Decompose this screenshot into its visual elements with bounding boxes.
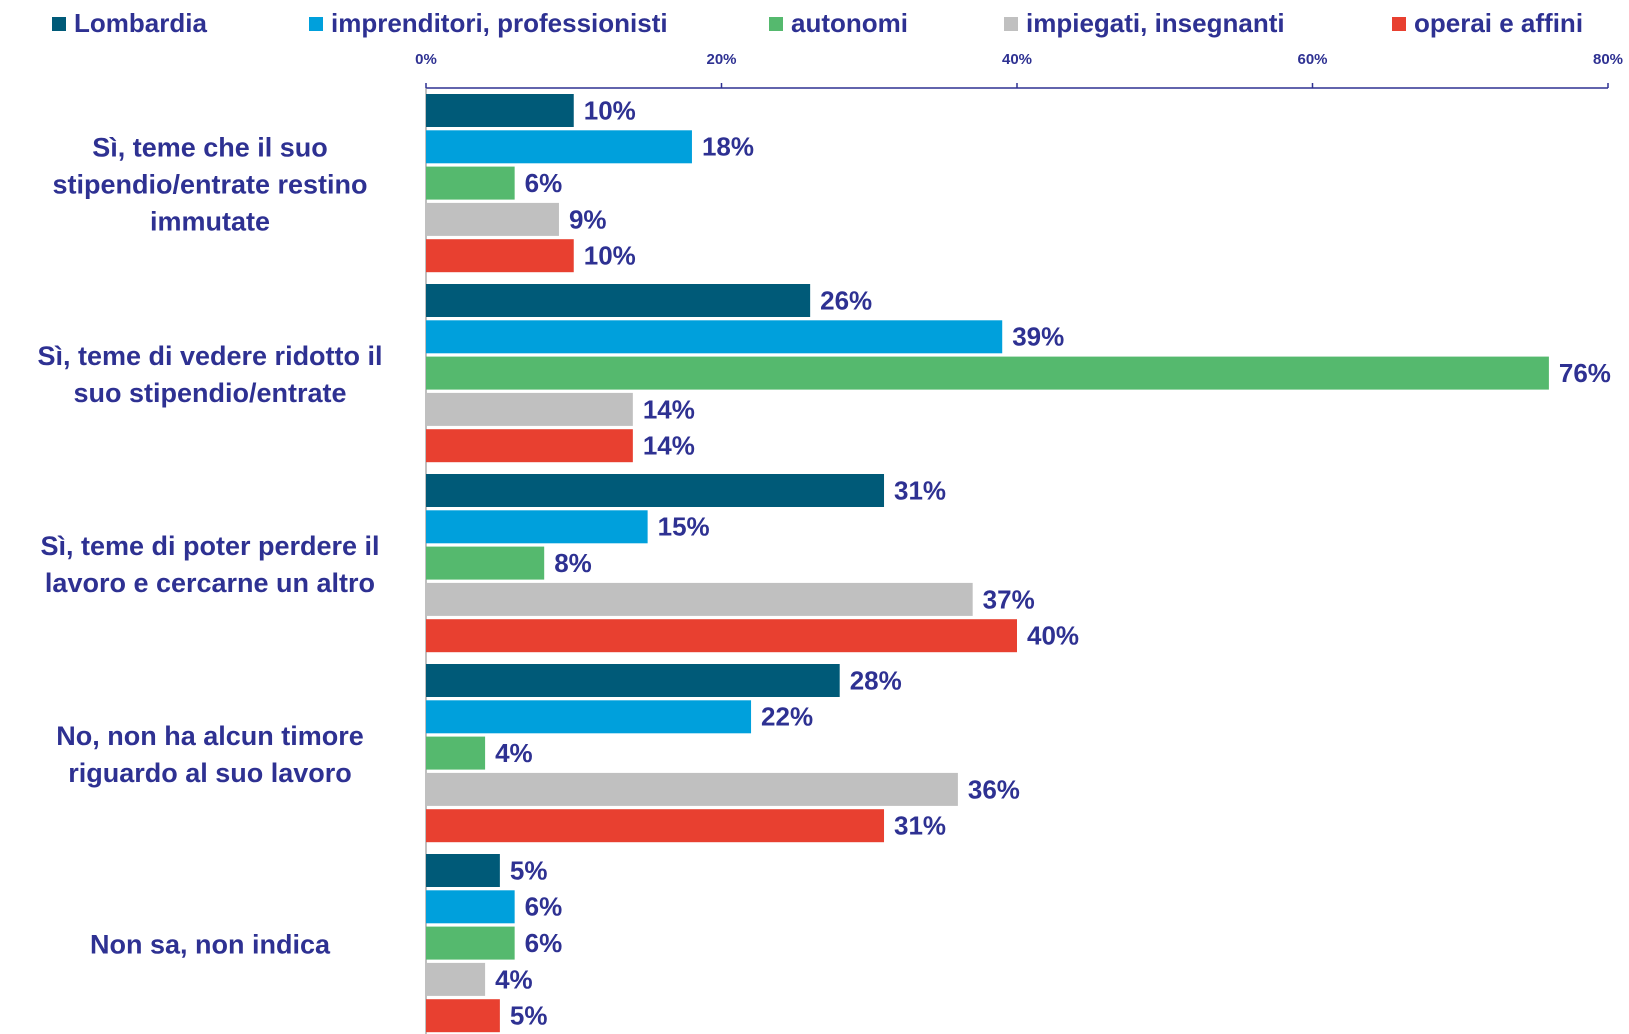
legend-swatch (769, 17, 783, 31)
bar (426, 320, 1003, 354)
bar (426, 809, 885, 843)
bar (426, 166, 515, 200)
data-label: 9% (569, 204, 607, 234)
legend-label: imprenditori, professionisti (331, 8, 668, 38)
bar (426, 999, 500, 1033)
legend-label: operai e affini (1414, 8, 1583, 38)
x-tick-label: 20% (706, 51, 736, 68)
bar (426, 619, 1017, 653)
bar (426, 582, 973, 616)
data-label: 15% (658, 512, 710, 542)
data-label: 26% (820, 285, 872, 315)
bar (426, 202, 559, 236)
data-label: 18% (702, 132, 754, 162)
data-label: 10% (584, 241, 636, 271)
data-label: 5% (510, 855, 548, 885)
bar (426, 284, 811, 317)
bar (426, 700, 752, 734)
data-label: 22% (761, 702, 813, 732)
legend-label: Lombardia (74, 8, 207, 38)
data-label: 4% (495, 738, 533, 768)
bar (426, 94, 574, 127)
bar (426, 429, 633, 463)
data-label: 4% (495, 964, 533, 994)
x-tick-label: 80% (1593, 51, 1623, 68)
data-label: 14% (643, 394, 695, 424)
legend-label: impiegati, insegnanti (1026, 8, 1285, 38)
bar (426, 890, 515, 924)
data-label: 39% (1012, 322, 1064, 352)
bar (426, 736, 486, 770)
bar (426, 926, 515, 960)
bar (426, 130, 692, 164)
legend-swatch (1004, 17, 1018, 31)
category-label: Sì, teme di poter perdere il lavoro e ce… (40, 530, 380, 598)
data-label: 31% (894, 475, 946, 505)
bar (426, 510, 648, 544)
x-tick-label: 0% (415, 51, 437, 68)
data-label: 10% (584, 95, 636, 125)
data-label: 31% (894, 811, 946, 841)
bar (426, 392, 633, 426)
category-label: Sì, teme di vedere ridotto il suo stipen… (37, 340, 383, 408)
data-label: 5% (510, 1001, 548, 1031)
data-label: 36% (968, 774, 1020, 804)
bar (426, 772, 958, 806)
bar (426, 546, 545, 580)
bar (426, 474, 885, 507)
legend-swatch (1392, 17, 1406, 31)
bar (426, 854, 500, 887)
bar (426, 962, 486, 996)
bar (426, 664, 840, 697)
x-tick-label: 60% (1297, 51, 1327, 68)
data-label: 28% (850, 665, 902, 695)
data-label: 6% (525, 168, 563, 198)
category-label: Sì, teme che il suo stipendio/entrate re… (52, 132, 368, 237)
x-tick-label: 40% (1002, 51, 1032, 68)
data-label: 6% (525, 892, 563, 922)
category-label: No, non ha alcun timore riguardo al suo … (56, 720, 364, 788)
category-label: Non sa, non indica (89, 929, 331, 960)
data-label: 6% (525, 928, 563, 958)
legend-label: autonomi (791, 8, 908, 38)
data-label: 76% (1559, 358, 1611, 388)
data-label: 37% (983, 584, 1035, 614)
data-label: 40% (1027, 621, 1079, 651)
legend-swatch (52, 17, 66, 31)
bar (426, 356, 1549, 390)
data-label: 8% (554, 548, 592, 578)
legend-swatch (309, 17, 323, 31)
data-label: 14% (643, 431, 695, 461)
bar (426, 239, 574, 273)
